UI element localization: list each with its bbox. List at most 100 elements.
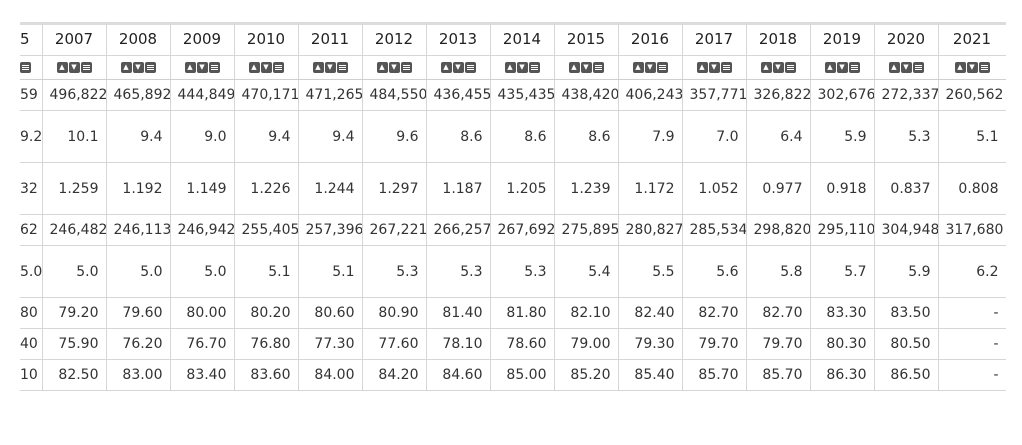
triangle-up-icon[interactable]: ▲ — [376, 62, 388, 73]
column-header-2021[interactable]: 2021 — [938, 23, 1006, 56]
menu-icon[interactable] — [80, 62, 92, 73]
menu-icon[interactable] — [20, 62, 31, 73]
triangle-up-icon[interactable]: ▲ — [120, 62, 132, 73]
menu-icon[interactable] — [528, 62, 540, 73]
triangle-down-icon[interactable]: ▼ — [324, 62, 336, 73]
triangle-up-icon[interactable]: ▲ — [824, 62, 836, 73]
column-header-2017[interactable]: 2017 — [682, 23, 747, 56]
column-header-2019[interactable]: 2019 — [810, 23, 875, 56]
triangle-up-icon[interactable]: ▲ — [504, 62, 516, 73]
triangle-down-icon[interactable]: ▼ — [68, 62, 80, 73]
triangle-up-icon[interactable]: ▲ — [440, 62, 452, 73]
table-cell: 82.10 — [554, 297, 619, 329]
triangle-down-icon[interactable]: ▼ — [836, 62, 848, 73]
triangle-up-icon[interactable]: ▲ — [888, 62, 900, 73]
column-header-2016[interactable]: 2016 — [618, 23, 683, 56]
sort-controls: ▲ ▼ — [170, 55, 235, 80]
table-cell: 5.1 — [938, 110, 1006, 163]
table-cell: 0.837 — [874, 162, 939, 215]
table-row: 32 1.259 1.192 1.149 1.226 1.244 1.297 1.187 1.2… — [20, 162, 1006, 215]
triangle-up-icon[interactable]: ▲ — [760, 62, 772, 73]
sort-controls: ▲ ▼ — [618, 55, 683, 80]
column-header-partial[interactable]: 5 — [20, 23, 43, 56]
table-cell: 77.30 — [298, 328, 363, 360]
table-cell: 272,337 — [874, 79, 939, 111]
menu-icon[interactable] — [208, 62, 220, 73]
table-cell: 1.226 — [234, 162, 299, 215]
sort-controls: ▲ ▼ — [234, 55, 299, 80]
menu-icon[interactable] — [784, 62, 796, 73]
sort-controls: ▲ ▼ — [362, 55, 427, 80]
triangle-up-icon[interactable]: ▲ — [312, 62, 324, 73]
table-cell: 255,405 — [234, 214, 299, 246]
triangle-down-icon[interactable]: ▼ — [452, 62, 464, 73]
menu-icon[interactable] — [464, 62, 476, 73]
triangle-down-icon[interactable]: ▼ — [900, 62, 912, 73]
column-header-2020[interactable]: 2020 — [874, 23, 939, 56]
table-row: 62 246,482 246,113 246,942 255,405 257,396 267… — [20, 214, 1006, 246]
triangle-up-icon[interactable]: ▲ — [568, 62, 580, 73]
table-cell: 10.1 — [42, 110, 107, 163]
menu-icon[interactable] — [978, 62, 990, 73]
sort-controls: ▲ ▼ — [682, 55, 747, 80]
table-cell: 470,171 — [234, 79, 299, 111]
table-cell: 79.00 — [554, 328, 619, 360]
sort-controls: ▲ ▼ — [746, 55, 811, 80]
column-header-2014[interactable]: 2014 — [490, 23, 555, 56]
table-cell: 267,221 — [362, 214, 427, 246]
triangle-up-icon[interactable]: ▲ — [696, 62, 708, 73]
data-table-viewport[interactable]: 5 2007 2008 2009 2010 2011 2012 2013 2014 2015 201… — [20, 23, 1006, 401]
column-header-2018[interactable]: 2018 — [746, 23, 811, 56]
column-header-2012[interactable]: 2012 — [362, 23, 427, 56]
triangle-down-icon[interactable]: ▼ — [388, 62, 400, 73]
table-cell: - — [938, 359, 1006, 391]
table-cell: 1.244 — [298, 162, 363, 215]
column-header-2010[interactable]: 2010 — [234, 23, 299, 56]
menu-icon[interactable] — [592, 62, 604, 73]
table-cell: 5.5 — [618, 245, 683, 298]
menu-icon[interactable] — [720, 62, 732, 73]
triangle-down-icon[interactable]: ▼ — [132, 62, 144, 73]
table-cell: 84.20 — [362, 359, 427, 391]
triangle-down-icon[interactable]: ▼ — [196, 62, 208, 73]
triangle-down-icon[interactable]: ▼ — [516, 62, 528, 73]
triangle-down-icon[interactable]: ▼ — [580, 62, 592, 73]
table-cell: 280,827 — [618, 214, 683, 246]
triangle-up-icon[interactable]: ▲ — [632, 62, 644, 73]
table-cell: 8.6 — [490, 110, 555, 163]
triangle-down-icon[interactable]: ▼ — [644, 62, 656, 73]
table-cell: 304,948 — [874, 214, 939, 246]
menu-icon[interactable] — [336, 62, 348, 73]
table-cell-partial: 80 — [20, 297, 43, 329]
column-header-2007[interactable]: 2007 — [42, 23, 107, 56]
triangle-down-icon[interactable]: ▼ — [708, 62, 720, 73]
table-cell: 85.00 — [490, 359, 555, 391]
triangle-up-icon[interactable]: ▲ — [954, 62, 966, 73]
table-cell: 7.0 — [682, 110, 747, 163]
table-cell: 86.50 — [874, 359, 939, 391]
menu-icon[interactable] — [656, 62, 668, 73]
column-header-2015[interactable]: 2015 — [554, 23, 619, 56]
column-header-2011[interactable]: 2011 — [298, 23, 363, 56]
column-header-2013[interactable]: 2013 — [426, 23, 491, 56]
column-header-2008[interactable]: 2008 — [106, 23, 171, 56]
triangle-up-icon[interactable]: ▲ — [184, 62, 196, 73]
table-cell: 246,942 — [170, 214, 235, 246]
triangle-down-icon[interactable]: ▼ — [260, 62, 272, 73]
table-cell-partial: 62 — [20, 214, 43, 246]
table-cell: 83.30 — [810, 297, 875, 329]
table-cell: 5.0 — [42, 245, 107, 298]
menu-icon[interactable] — [400, 62, 412, 73]
menu-icon[interactable] — [848, 62, 860, 73]
triangle-down-icon[interactable]: ▼ — [966, 62, 978, 73]
triangle-up-icon[interactable]: ▲ — [56, 62, 68, 73]
triangle-up-icon[interactable]: ▲ — [248, 62, 260, 73]
table-cell: 1.205 — [490, 162, 555, 215]
triangle-down-icon[interactable]: ▼ — [772, 62, 784, 73]
table-cell: 81.80 — [490, 297, 555, 329]
menu-icon[interactable] — [912, 62, 924, 73]
table-cell: 86.30 — [810, 359, 875, 391]
column-header-2009[interactable]: 2009 — [170, 23, 235, 56]
menu-icon[interactable] — [144, 62, 156, 73]
menu-icon[interactable] — [272, 62, 284, 73]
